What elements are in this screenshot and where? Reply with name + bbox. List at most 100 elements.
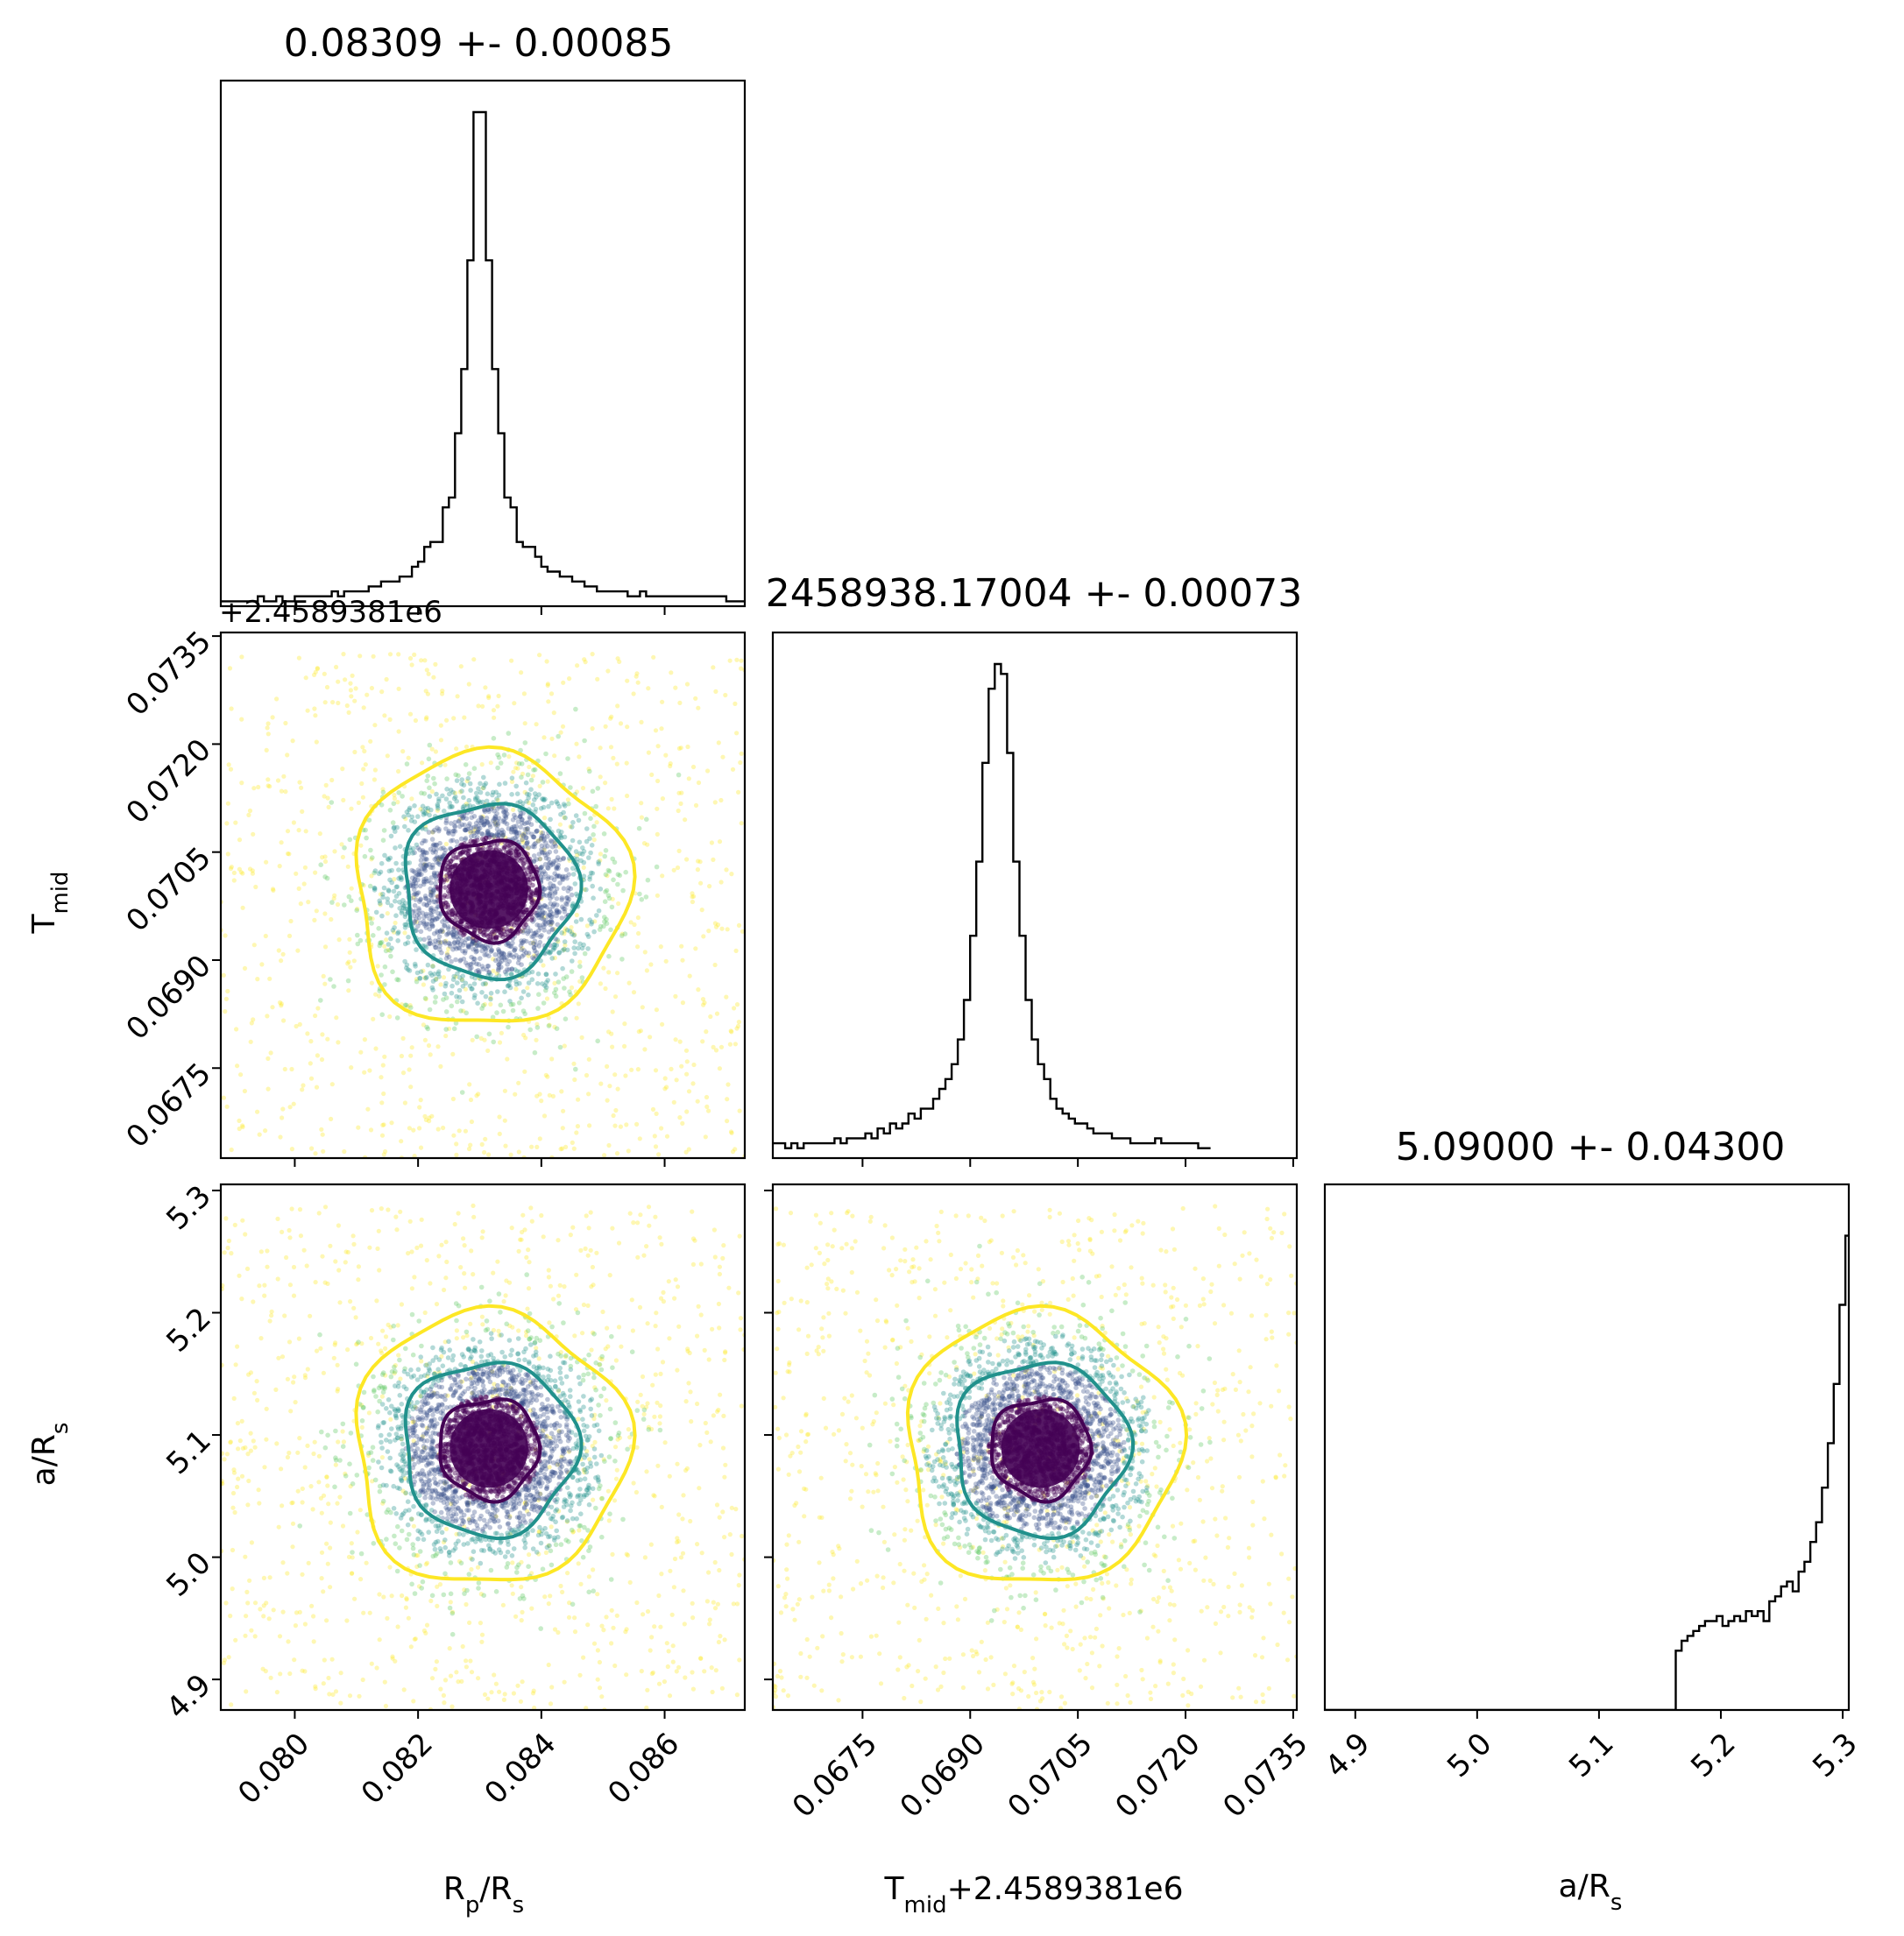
scatter-point xyxy=(669,1612,675,1617)
scatter-point xyxy=(460,973,465,979)
scatter-point xyxy=(501,845,507,851)
scatter-point xyxy=(693,802,699,809)
scatter-point xyxy=(447,866,453,873)
scatter-point xyxy=(577,941,583,947)
scatter-point xyxy=(695,1099,700,1104)
scatter-point xyxy=(522,1419,528,1424)
scatter-point xyxy=(560,1146,565,1151)
scatter-point xyxy=(396,790,402,795)
scatter-point xyxy=(425,1401,431,1406)
scatter-point xyxy=(479,1487,485,1492)
scatter-point xyxy=(312,1439,317,1445)
scatter-point xyxy=(533,890,538,896)
scatter-point xyxy=(556,1388,562,1394)
scatter-point xyxy=(656,1152,662,1157)
scatter-point xyxy=(420,848,426,853)
scatter-point xyxy=(432,1546,438,1552)
scatter-point xyxy=(730,767,736,772)
scatter-point xyxy=(240,905,245,910)
scatter-point xyxy=(550,862,556,867)
scatter-point xyxy=(545,866,551,871)
scatter-point xyxy=(586,1490,591,1495)
scatter-point xyxy=(649,1426,655,1431)
scatter-point xyxy=(329,900,335,905)
scatter-point xyxy=(442,877,448,882)
scatter-point xyxy=(302,1375,308,1381)
scatter-point xyxy=(509,1527,514,1533)
scatter-point xyxy=(465,1502,471,1508)
scatter-point xyxy=(415,1552,421,1558)
scatter-point xyxy=(642,1047,648,1052)
scatter-point xyxy=(558,730,563,735)
scatter-point xyxy=(563,901,569,907)
scatter-point xyxy=(400,1468,406,1473)
scatter-point xyxy=(592,919,598,924)
scatter-point xyxy=(415,845,421,851)
scatter-point xyxy=(443,938,449,943)
scatter-point xyxy=(418,807,423,812)
scatter-point xyxy=(498,929,504,936)
scatter-point xyxy=(284,1254,289,1261)
scatter-point xyxy=(531,1688,536,1693)
scatter-point xyxy=(454,993,459,1000)
scatter-point xyxy=(528,894,534,899)
scatter-point xyxy=(474,1034,479,1040)
scatter-point xyxy=(260,1666,265,1671)
scatter-point xyxy=(331,1355,336,1360)
scatter-point xyxy=(391,801,397,807)
scatter-point xyxy=(493,823,499,828)
scatter-point xyxy=(526,1487,531,1493)
scatter-point xyxy=(534,887,539,893)
scatter-point xyxy=(567,989,572,994)
scatter-point xyxy=(505,1403,510,1410)
scatter-point xyxy=(480,1378,485,1384)
scatter-point xyxy=(584,838,590,844)
scatter-point xyxy=(300,1500,305,1505)
scatter-point xyxy=(626,1148,631,1154)
scatter-point xyxy=(554,908,559,914)
scatter-point xyxy=(305,708,310,713)
scatter-point xyxy=(354,1342,359,1347)
scatter-point xyxy=(601,831,607,837)
scatter-point xyxy=(573,849,579,854)
scatter-point xyxy=(541,735,547,740)
scatter-point xyxy=(716,740,721,745)
scatter-point xyxy=(513,830,520,837)
scatter-point xyxy=(492,833,497,839)
scatter-point xyxy=(359,1341,365,1346)
scatter-point xyxy=(349,898,354,903)
scatter-point xyxy=(407,968,413,973)
scatter-point xyxy=(416,906,421,911)
scatter-point xyxy=(517,814,523,820)
scatter-point xyxy=(448,1386,453,1391)
scatter-point xyxy=(709,840,715,845)
scatter-point xyxy=(409,662,414,668)
scatter-point xyxy=(556,1462,561,1467)
scatter-point xyxy=(639,815,645,820)
scatter-point xyxy=(513,967,518,972)
scatter-point xyxy=(425,774,431,779)
scatter-point xyxy=(609,1031,614,1036)
scatter-point xyxy=(347,950,352,955)
scatter-point xyxy=(563,1459,569,1464)
scatter-point xyxy=(655,1463,661,1468)
scatter-point xyxy=(631,990,637,995)
scatter-point xyxy=(499,1365,505,1371)
scatter-point xyxy=(442,1678,449,1683)
scatter-point xyxy=(541,916,547,922)
scatter-point xyxy=(419,872,424,877)
scatter-point xyxy=(634,1445,640,1450)
scatter-point xyxy=(484,967,490,972)
scatter-point xyxy=(536,1476,542,1481)
scatter-point xyxy=(404,1002,409,1008)
scatter-point xyxy=(496,833,502,838)
scatter-point xyxy=(423,996,428,1002)
scatter-point xyxy=(739,1403,744,1409)
scatter-point xyxy=(356,800,361,806)
scatter-point xyxy=(444,950,450,956)
scatter-point xyxy=(539,1212,544,1219)
scatter-point xyxy=(548,1548,554,1554)
scatter-point xyxy=(408,1085,414,1090)
scatter-point xyxy=(420,803,426,809)
scatter-point xyxy=(347,1510,353,1516)
